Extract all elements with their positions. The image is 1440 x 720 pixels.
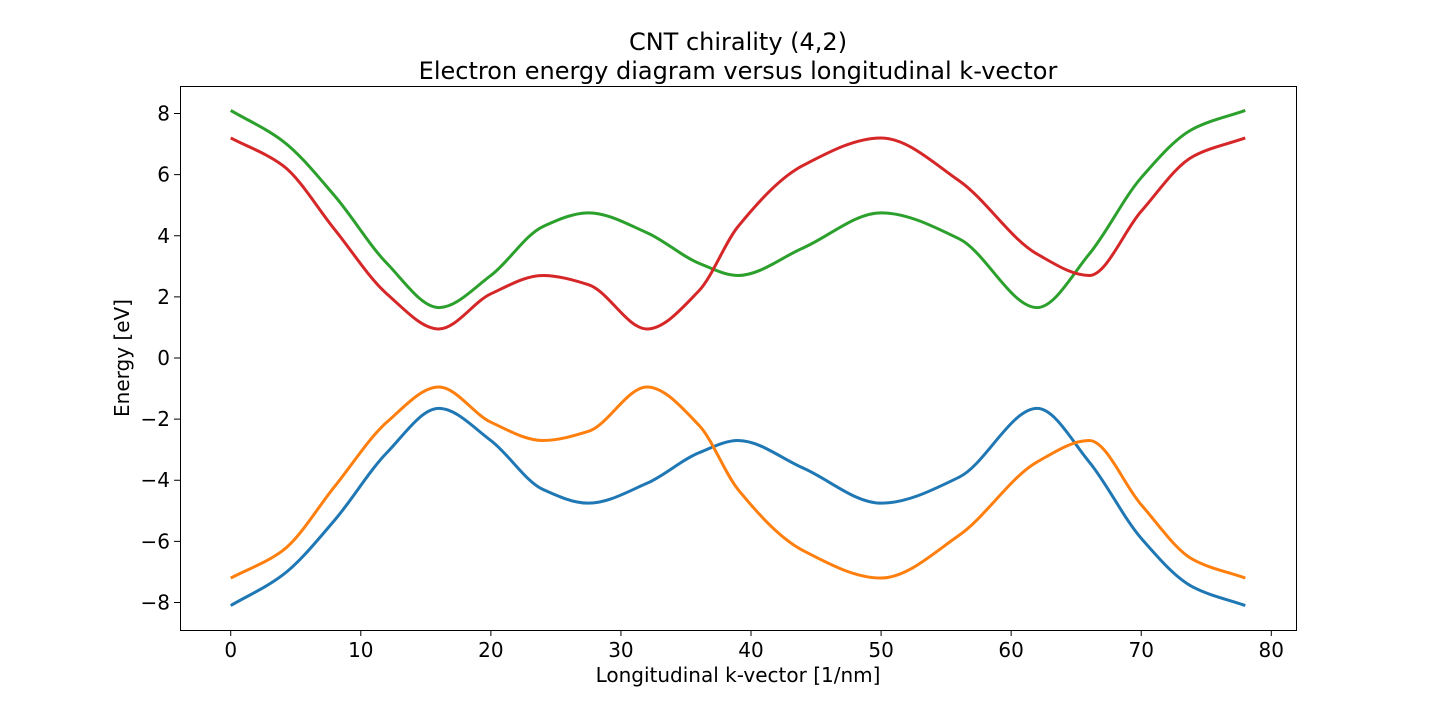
x-tick-label: 50 bbox=[868, 638, 893, 662]
axes-frame bbox=[180, 86, 1297, 631]
x-tick-label: 30 bbox=[608, 638, 633, 662]
chart-title: CNT chirality (4,2) bbox=[629, 28, 847, 56]
x-tick-label: 80 bbox=[1259, 638, 1284, 662]
x-tick-label: 20 bbox=[478, 638, 503, 662]
series-line-2 bbox=[230, 385, 1246, 580]
x-tick-label: 0 bbox=[224, 638, 237, 662]
x-tick-label: 40 bbox=[738, 638, 763, 662]
x-tick-label: 70 bbox=[1128, 638, 1153, 662]
series-line-4 bbox=[230, 136, 1246, 331]
series-line-3 bbox=[229, 109, 1246, 310]
y-tick-label: 0 bbox=[157, 346, 170, 370]
plot-area bbox=[229, 109, 1246, 607]
y-tick-label: 4 bbox=[157, 224, 170, 248]
y-tick-label: −6 bbox=[141, 529, 170, 553]
y-tick-label: −8 bbox=[141, 590, 170, 614]
x-axis-label: Longitudinal k-vector [1/nm] bbox=[596, 663, 881, 687]
y-tick-label: 6 bbox=[157, 163, 170, 187]
tick-group: 0 10 20 30 40 50 60 70 80 −8 −6 −4 −2 0 2 4 6 8 bbox=[141, 102, 1284, 662]
chart-subtitle: Electron energy diagram versus longitudi… bbox=[419, 57, 1058, 85]
y-tick-label: −4 bbox=[141, 468, 170, 492]
x-tick-label: 60 bbox=[998, 638, 1023, 662]
y-tick-label: 2 bbox=[157, 285, 170, 309]
series-line-1 bbox=[229, 406, 1246, 607]
y-tick-label: −2 bbox=[141, 407, 170, 431]
y-axis-label: Energy [eV] bbox=[110, 299, 134, 417]
y-tick-label: 8 bbox=[157, 102, 170, 126]
x-tick-label: 10 bbox=[348, 638, 373, 662]
